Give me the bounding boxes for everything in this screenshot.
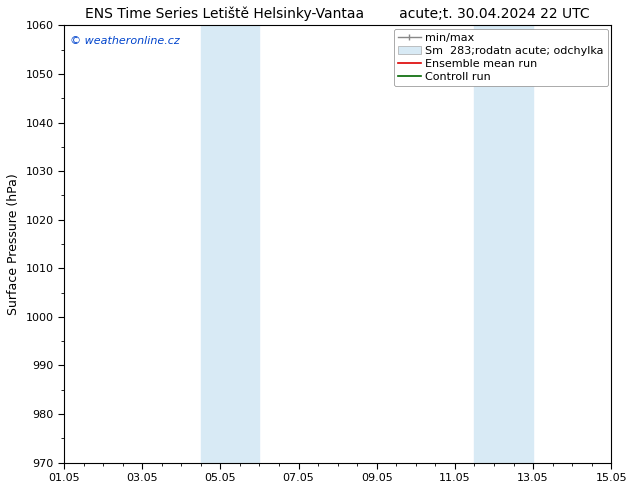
Text: © weatheronline.cz: © weatheronline.cz (70, 36, 179, 47)
Bar (201, 25, 259, 463)
Y-axis label: Surface Pressure (hPa): Surface Pressure (hPa) (7, 173, 20, 315)
Legend: min/max, Sm  283;rodatn acute; odchylka, Ensemble mean run, Controll run: min/max, Sm 283;rodatn acute; odchylka, … (394, 29, 608, 86)
Title: ENS Time Series Letiště Helsinky-Vantaa        acute;t. 30.04.2024 22 UTC: ENS Time Series Letiště Helsinky-Vantaa … (86, 7, 590, 22)
Bar (474, 25, 533, 463)
